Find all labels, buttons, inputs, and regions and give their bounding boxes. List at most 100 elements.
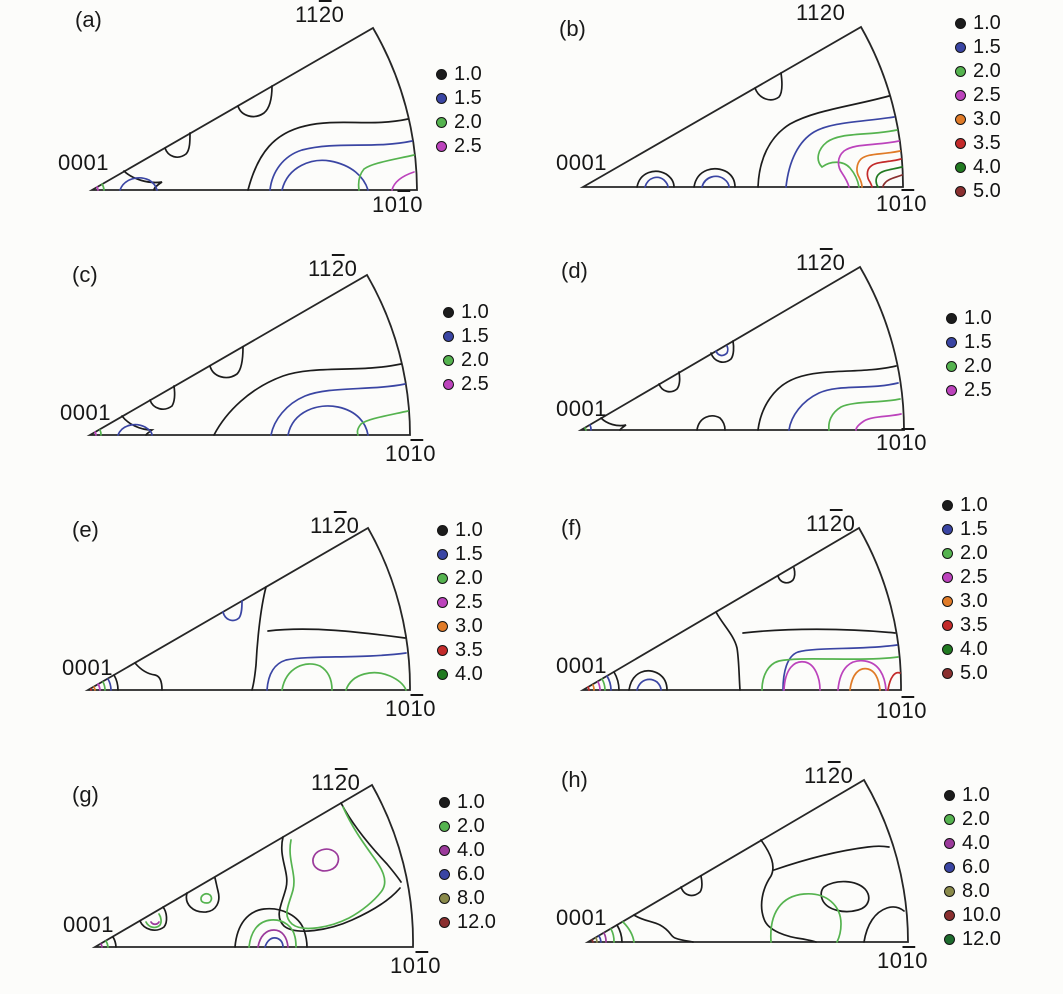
legend-marker-icon — [955, 113, 966, 125]
contour-line-level-3.5 — [866, 158, 902, 188]
legend-value: 1.0 — [455, 518, 483, 541]
contour-line-level-1.0 — [164, 132, 191, 158]
panel-legend: 1.0 2.0 4.0 6.0 8.0 10.0 12.0 — [944, 783, 1001, 951]
contour-line-level-1.0 — [340, 802, 402, 883]
contour-line-level-2.0 — [101, 183, 105, 191]
legend-item: 1.0 — [437, 518, 483, 542]
contour-line-level-4.0 — [150, 921, 160, 926]
legend-value: 1.5 — [964, 330, 992, 353]
legend-marker-icon — [944, 789, 955, 801]
contour-line-level-1.0 — [636, 170, 675, 188]
contour-line-level-2.0 — [827, 398, 901, 431]
contour-line-level-1.0 — [658, 371, 681, 393]
legend-item: 2.0 — [955, 59, 1001, 83]
wedge-outline — [88, 26, 418, 191]
legend-marker-icon — [439, 796, 450, 808]
legend-value: 1.0 — [960, 493, 988, 516]
legend-value: 5.0 — [973, 179, 1001, 202]
legend-value: 5.0 — [960, 661, 988, 684]
legend-value: 1.0 — [457, 790, 485, 813]
contour-line-level-1.0 — [234, 907, 308, 948]
corner-label-1010: 1010 — [876, 191, 927, 216]
contour-line-level-1.0 — [773, 845, 890, 871]
legend-item: 2.5 — [955, 83, 1001, 107]
legend-item: 3.5 — [437, 638, 483, 662]
legend-item: 2.0 — [443, 348, 489, 372]
panel-label: (a) — [75, 7, 102, 32]
legend-item: 10.0 — [944, 903, 1001, 927]
contour-group — [96, 85, 415, 191]
legend-item: 5.0 — [955, 179, 1001, 203]
panel-legend: 1.0 1.5 2.0 2.5 3.0 3.5 4.0 5.0 — [955, 11, 1001, 203]
contour-line-level-4.0 — [875, 166, 903, 188]
contour-line-level-2.5 — [96, 186, 99, 191]
contour-line-level-2.0 — [345, 671, 407, 691]
ipf-plot-h — [584, 778, 909, 943]
legend-item: 1.0 — [443, 300, 489, 324]
legend-marker-icon — [443, 378, 454, 390]
contour-line-level-2.5 — [855, 413, 902, 431]
legend-item: 4.0 — [439, 838, 496, 862]
legend-value: 2.0 — [454, 110, 482, 133]
corner-label-1010: 1010 — [385, 441, 436, 466]
panel-e: (e) 0001 1120 1010 1.0 1.5 2.0 2.5 3.0 3.5 4.0 — [0, 490, 531, 740]
contour-line-level-6.0 — [598, 935, 602, 943]
legend-value: 2.5 — [454, 134, 482, 157]
legend-marker-icon — [955, 41, 966, 53]
contour-line-level-1.5 — [782, 644, 898, 691]
contour-line-level-10.0 — [591, 939, 594, 943]
legend-item: 12.0 — [944, 927, 1001, 951]
panel-label: (f) — [561, 515, 582, 540]
panel-legend: 1.0 1.5 2.0 2.5 — [946, 306, 992, 402]
legend-item: 3.0 — [942, 589, 988, 613]
legend-marker-icon — [942, 547, 953, 559]
legend-value: 4.0 — [960, 637, 988, 660]
corner-label-1010: 1010 — [385, 696, 436, 721]
contour-line-level-2.0 — [770, 893, 842, 943]
contour-line-level-3.5 — [887, 671, 901, 691]
contour-line-level-2.0 — [102, 681, 106, 691]
contour-line-level-1.0 — [693, 168, 736, 188]
contour-line-level-1.0 — [616, 924, 623, 943]
legend-item: 1.5 — [942, 517, 988, 541]
contour-line-level-1.0 — [213, 363, 402, 436]
legend-value: 4.0 — [962, 831, 990, 854]
legend-value: 1.5 — [973, 35, 1001, 58]
legend-item: 3.0 — [955, 107, 1001, 131]
legend-marker-icon — [443, 354, 454, 366]
legend-item: 1.0 — [946, 306, 992, 330]
legend-item: 5.0 — [942, 661, 988, 685]
legend-item: 2.0 — [944, 807, 1001, 831]
legend-item: 2.0 — [946, 354, 992, 378]
legend-value: 2.0 — [962, 807, 990, 830]
corner-label-1120: 1120 — [308, 256, 358, 281]
corner-label-1120: 1120 — [796, 250, 846, 275]
legend-item: 2.5 — [443, 372, 489, 396]
contour-line-level-2.5 — [391, 171, 415, 191]
legend-item: 3.5 — [942, 613, 988, 637]
legend-value: 8.0 — [962, 879, 990, 902]
panel-c: (c) 0001 1120 1010 1.0 1.5 2.0 2.5 — [0, 250, 531, 490]
contour-line-level-1.0 — [237, 85, 273, 118]
contour-line-level-1.0 — [247, 118, 409, 191]
legend-marker-icon — [955, 17, 966, 29]
legend-value: 4.0 — [457, 838, 485, 861]
corner-label-0001: 0001 — [556, 150, 607, 175]
contour-line-level-3.0 — [856, 150, 901, 188]
legend-marker-icon — [436, 68, 447, 80]
contour-line-level-1.0 — [267, 628, 406, 639]
legend-marker-icon — [946, 312, 957, 324]
contour-line-level-1.5 — [119, 177, 158, 191]
contour-line-level-1.5 — [117, 423, 153, 436]
legend-value: 1.0 — [964, 306, 992, 329]
panel-label: (d) — [561, 258, 588, 283]
corner-label-0001: 0001 — [58, 150, 109, 175]
legend-value: 8.0 — [457, 886, 485, 909]
contour-line-level-1.5 — [636, 678, 662, 691]
legend-marker-icon — [439, 892, 450, 904]
contour-line-level-2.0 — [286, 806, 386, 930]
wedge-outline — [84, 526, 411, 691]
legend-value: 12.0 — [457, 910, 496, 933]
contour-line-level-1.0 — [757, 365, 897, 431]
legend-value: 1.0 — [973, 11, 1001, 34]
